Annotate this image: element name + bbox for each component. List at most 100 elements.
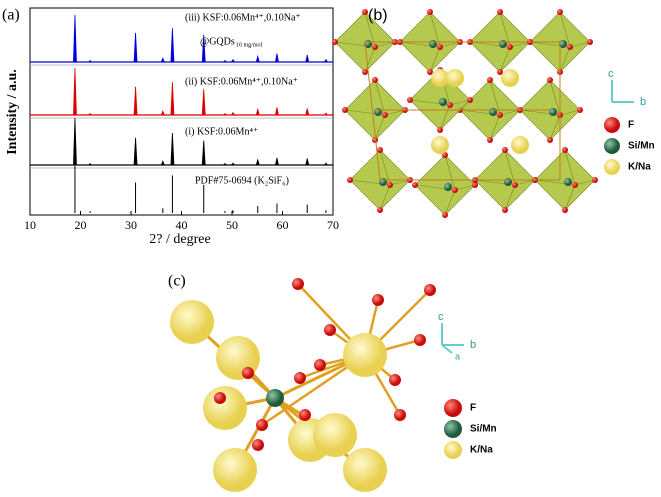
f-atom [577,107,583,113]
k-atom [446,69,464,87]
peak [222,163,228,166]
k-atom [343,448,387,492]
f-atom [377,147,383,153]
axis-name: b [640,96,646,108]
f-atom [572,182,578,188]
f-atom [299,409,311,421]
f-atom [424,284,436,296]
axis-arrows [611,80,634,103]
peak [255,107,260,116]
peak [222,113,228,116]
series-label: (iii) KSF:0.06Mn⁴⁺,0.10Na⁺ [185,12,301,23]
k-atom [170,300,214,344]
peak [255,158,260,166]
f-atom [487,77,493,83]
panel-label: (a) [2,7,20,24]
axis-name: a [455,351,460,361]
si-atom [429,40,437,48]
series-label: (ii) KSF:0.06Mn⁴⁺,0.10Na⁺ [185,76,298,87]
f-atom [437,44,443,50]
f-atom [407,97,413,103]
na-atom [343,333,387,377]
si-atom [499,40,507,48]
peak [133,137,138,166]
peak [274,157,279,166]
x-tick-label: 50 [226,218,238,232]
f-atom [547,77,553,83]
f-atom [512,182,518,188]
f-atom [372,137,378,143]
legend-label: Si/Mn [470,424,497,435]
f-atom [472,182,478,188]
f-atom [314,359,326,371]
series-label: (i) KSF:0.06Mn⁴⁺ [185,126,258,137]
x-axis-label: 2? / degree [149,232,210,247]
peak [305,54,310,63]
f-atom [557,9,563,15]
si-atom [489,108,497,116]
f-atom [507,44,513,50]
peak [305,158,310,166]
axis-arrows [441,323,464,354]
f-atom [497,112,503,118]
peak [160,160,165,166]
legend-label: K/Na [628,162,651,173]
peak [73,67,77,116]
x-tick-label: 70 [327,218,339,232]
f-atom [502,147,508,153]
legend-swatch [604,117,620,133]
peak [87,60,93,63]
f-atom [567,44,573,50]
peak [230,111,236,116]
peak [133,86,138,116]
x-tick-label: 20 [75,218,87,232]
f-atom [562,147,568,153]
panel-label: (c) [168,273,186,290]
peak [73,117,77,166]
axis-name: c [608,68,614,80]
f-atom [412,182,418,188]
f-atom [427,9,433,15]
f-atom [487,137,493,143]
f-atom [294,372,306,384]
k-atom [313,413,357,457]
peak [222,60,228,63]
peak [87,113,93,116]
si-atom [549,108,557,116]
peak [73,14,77,63]
peak [274,53,279,63]
peak [160,110,165,116]
legend-label: F [470,403,476,414]
cell-edges [364,41,561,181]
f-atom [592,177,598,183]
peak [323,162,329,166]
si-atom [374,108,382,116]
f-atom [389,374,401,386]
x-tick-label: 30 [125,218,137,232]
si-atom [439,98,447,106]
si-atom [504,178,512,186]
series-note-sub: 10 mg/mol [236,42,263,48]
si-atom [444,183,452,191]
f-atom [467,97,473,103]
f-atom [256,419,268,431]
peak [201,34,206,63]
f-atom [362,9,368,15]
si-atom [564,178,572,186]
k-atom [431,69,449,87]
si-atom [559,40,567,48]
f-atom [587,39,593,45]
f-atom [252,439,264,451]
f-atom [497,69,503,75]
legend-swatch [444,399,462,417]
legend-swatch [604,159,620,175]
peak [255,54,260,63]
f-atom [452,187,458,193]
f-atom [347,177,353,183]
peak [170,28,175,63]
panel-label: (b) [368,7,388,24]
f-atom [382,112,388,118]
f-atom [442,212,448,218]
crystal-c: F Si/Mn K/Na c ba [170,278,497,492]
